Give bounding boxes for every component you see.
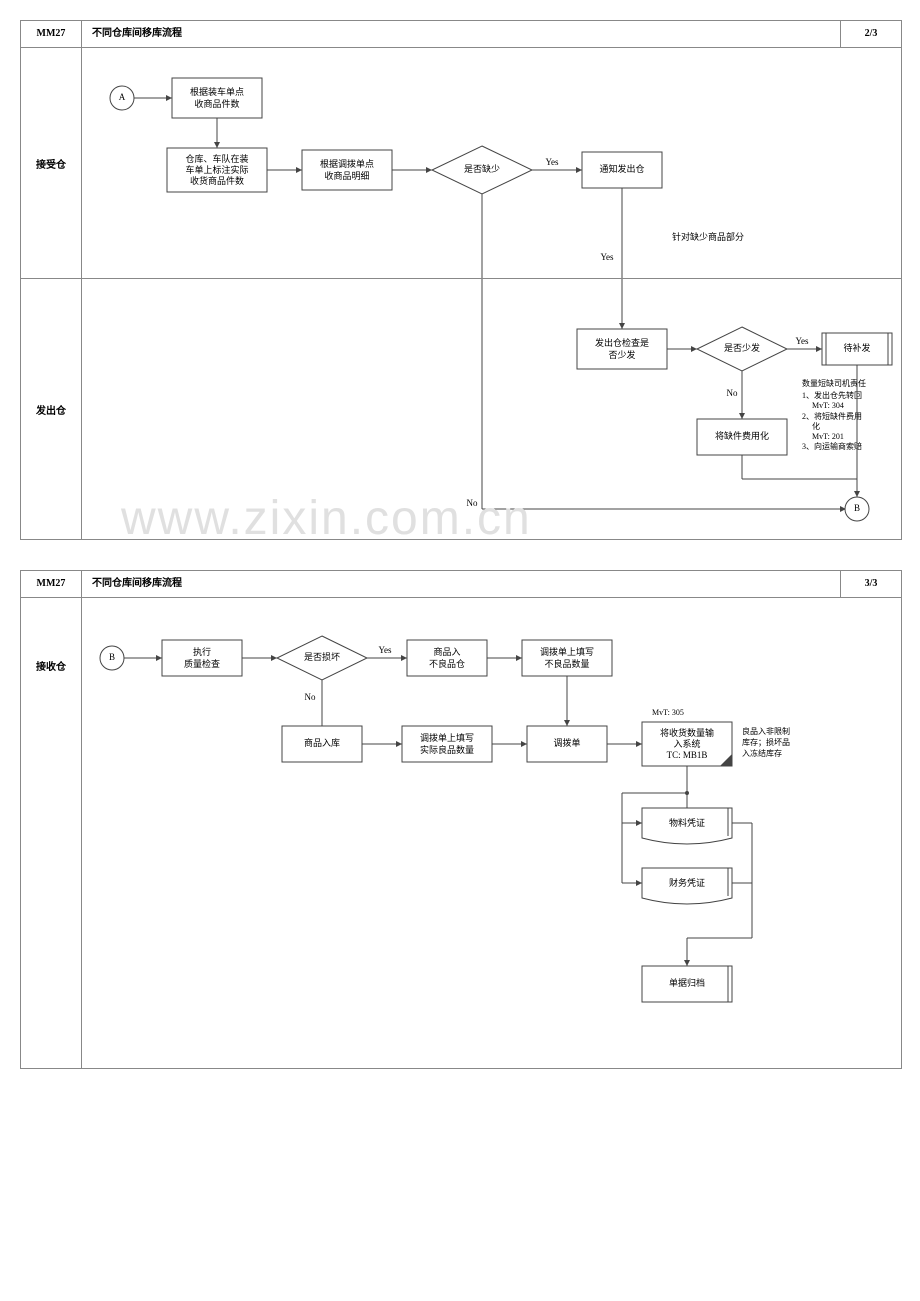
- edge-no-3: No: [305, 692, 316, 702]
- node-quality-check-l1: 执行: [193, 646, 211, 657]
- edge-yes-2: Yes: [600, 252, 614, 262]
- note-stock-3: 入冻结库存: [742, 748, 782, 758]
- doc-title: 不同仓库间移库流程: [82, 21, 840, 47]
- node-write-defect-qty-l2: 不良品数量: [544, 658, 589, 669]
- edge-yes-4: Yes: [378, 645, 392, 655]
- node-quality-check-l2: 质量检查: [184, 658, 220, 669]
- node-enter-system-l3: TC: MB1B: [667, 750, 708, 760]
- node-mark-actual-l1: 仓库、车队在装: [185, 153, 248, 164]
- lane-receive: 接受仓 A 根据装车单点 收商品件数: [21, 48, 901, 279]
- node-sender-check: [577, 329, 667, 369]
- flowchart-page-2: MM27 不同仓库间移库流程 2/3 接受仓 A 根据装车单点 收商品件数: [20, 20, 902, 540]
- lane-receive-svg: A 根据装车单点 收商品件数 仓库、车队在装 车单上标注实际 收货商品件数 根据…: [82, 48, 902, 278]
- note2-2: MvT: 304: [812, 401, 844, 410]
- note-shortage-part: 针对缺少商品部分: [672, 231, 744, 242]
- edge-yes-1: Yes: [545, 157, 559, 167]
- note2-5: 3、向运输商索赔: [802, 441, 862, 451]
- node-expense-shortage-label: 将缺件费用化: [715, 430, 769, 441]
- note2-4: MvT: 201: [812, 432, 844, 441]
- connector-a-label: A: [119, 92, 126, 102]
- decision-shortage-label: 是否缺少: [464, 163, 500, 174]
- node-into-defect-l2: 不良品仓: [429, 658, 465, 669]
- lane-label-send: 发出仓: [21, 279, 82, 539]
- node-count-by-transfer-l1: 根据调拨单点: [320, 158, 374, 169]
- node-archive-label: 单据归档: [669, 977, 705, 988]
- connector-b-in-label: B: [109, 652, 115, 662]
- note2-3b: 化: [812, 421, 820, 431]
- node-count-by-load-l1: 根据装车单点: [190, 86, 244, 97]
- node-transfer-doc-label: 调拨单: [553, 737, 580, 748]
- node-enter-system-l2: 入系统: [673, 738, 700, 749]
- page-number-3: 3/3: [840, 571, 901, 597]
- node-material-doc-label: 物料凭证: [669, 817, 705, 828]
- lane-receive-3-svg: B 执行 质量检查 是否损坏 Yes 商品入 不良品仓: [82, 598, 902, 1068]
- node-write-good-qty-l1: 调拨单上填写: [420, 732, 474, 743]
- flowchart-page-3: MM27 不同仓库间移库流程 3/3 接收仓 B 执行 质量检查: [20, 570, 902, 1069]
- note2-title: 数量短缺司机责任: [802, 378, 866, 388]
- node-write-good-qty: [402, 726, 492, 762]
- note2-1: 1、发出仓先转回: [802, 390, 862, 400]
- lane-send-svg: No 发出仓检查是 否少发 是否少发 Yes 待补发: [82, 279, 902, 539]
- node-notify-sender-label: 通知发出仓: [599, 163, 644, 174]
- edge-no-2: No: [727, 388, 738, 398]
- node-into-defect-l1: 商品入: [433, 646, 460, 657]
- node-into-defect: [407, 640, 487, 676]
- node-sender-check-l2: 否少发: [608, 349, 635, 360]
- doc-code-3: MM27: [21, 571, 82, 597]
- connector-b-label: B: [854, 503, 860, 513]
- node-quality-check: [162, 640, 242, 676]
- note-stock-1: 良品入非限制: [742, 726, 790, 736]
- node-mark-actual-l2: 车单上标注实际: [185, 164, 248, 175]
- node-count-by-transfer-l2: 收商品明细: [324, 170, 369, 181]
- lane-label-receive: 接受仓: [21, 48, 82, 278]
- node-write-defect-qty-l1: 调拨单上填写: [540, 646, 594, 657]
- node-enter-system-l1: 将收货数量输: [660, 727, 714, 738]
- page-header-3: MM27 不同仓库间移库流程 3/3: [21, 571, 901, 598]
- node-mark-actual-l3: 收货商品件数: [190, 175, 244, 186]
- lane-label-receive-3: 接收仓: [21, 598, 82, 1068]
- page-header: MM27 不同仓库间移库流程 2/3: [21, 21, 901, 48]
- decision-short-sent-label: 是否少发: [724, 342, 760, 353]
- node-into-stock-label: 商品入库: [304, 737, 340, 748]
- doc-title-3: 不同仓库间移库流程: [82, 571, 840, 597]
- node-sender-check-l1: 发出仓检查是: [595, 337, 649, 348]
- mvt-label: MvT: 305: [652, 708, 684, 717]
- lane-receive-3: 接收仓 B 执行 质量检查: [21, 598, 901, 1068]
- page-number: 2/3: [840, 21, 901, 47]
- note-stock-2: 库存；损坏品: [742, 737, 790, 747]
- edge-no-1: No: [467, 498, 478, 508]
- lane-send: 发出仓 No 发出仓检查是 否少发: [21, 279, 901, 539]
- note2-3a: 2、将短缺件费用: [802, 411, 862, 421]
- node-count-by-transfer: [302, 150, 392, 190]
- node-write-defect-qty: [522, 640, 612, 676]
- decision-damaged-label: 是否损坏: [304, 651, 340, 662]
- node-finance-doc-label: 财务凭证: [669, 877, 705, 888]
- edge-yes-3: Yes: [795, 336, 809, 346]
- node-write-good-qty-l2: 实际良品数量: [420, 744, 474, 755]
- node-count-by-load-l2: 收商品件数: [194, 98, 239, 109]
- node-count-by-load: [172, 78, 262, 118]
- node-await-resend-label: 待补发: [843, 342, 870, 353]
- doc-code: MM27: [21, 21, 82, 47]
